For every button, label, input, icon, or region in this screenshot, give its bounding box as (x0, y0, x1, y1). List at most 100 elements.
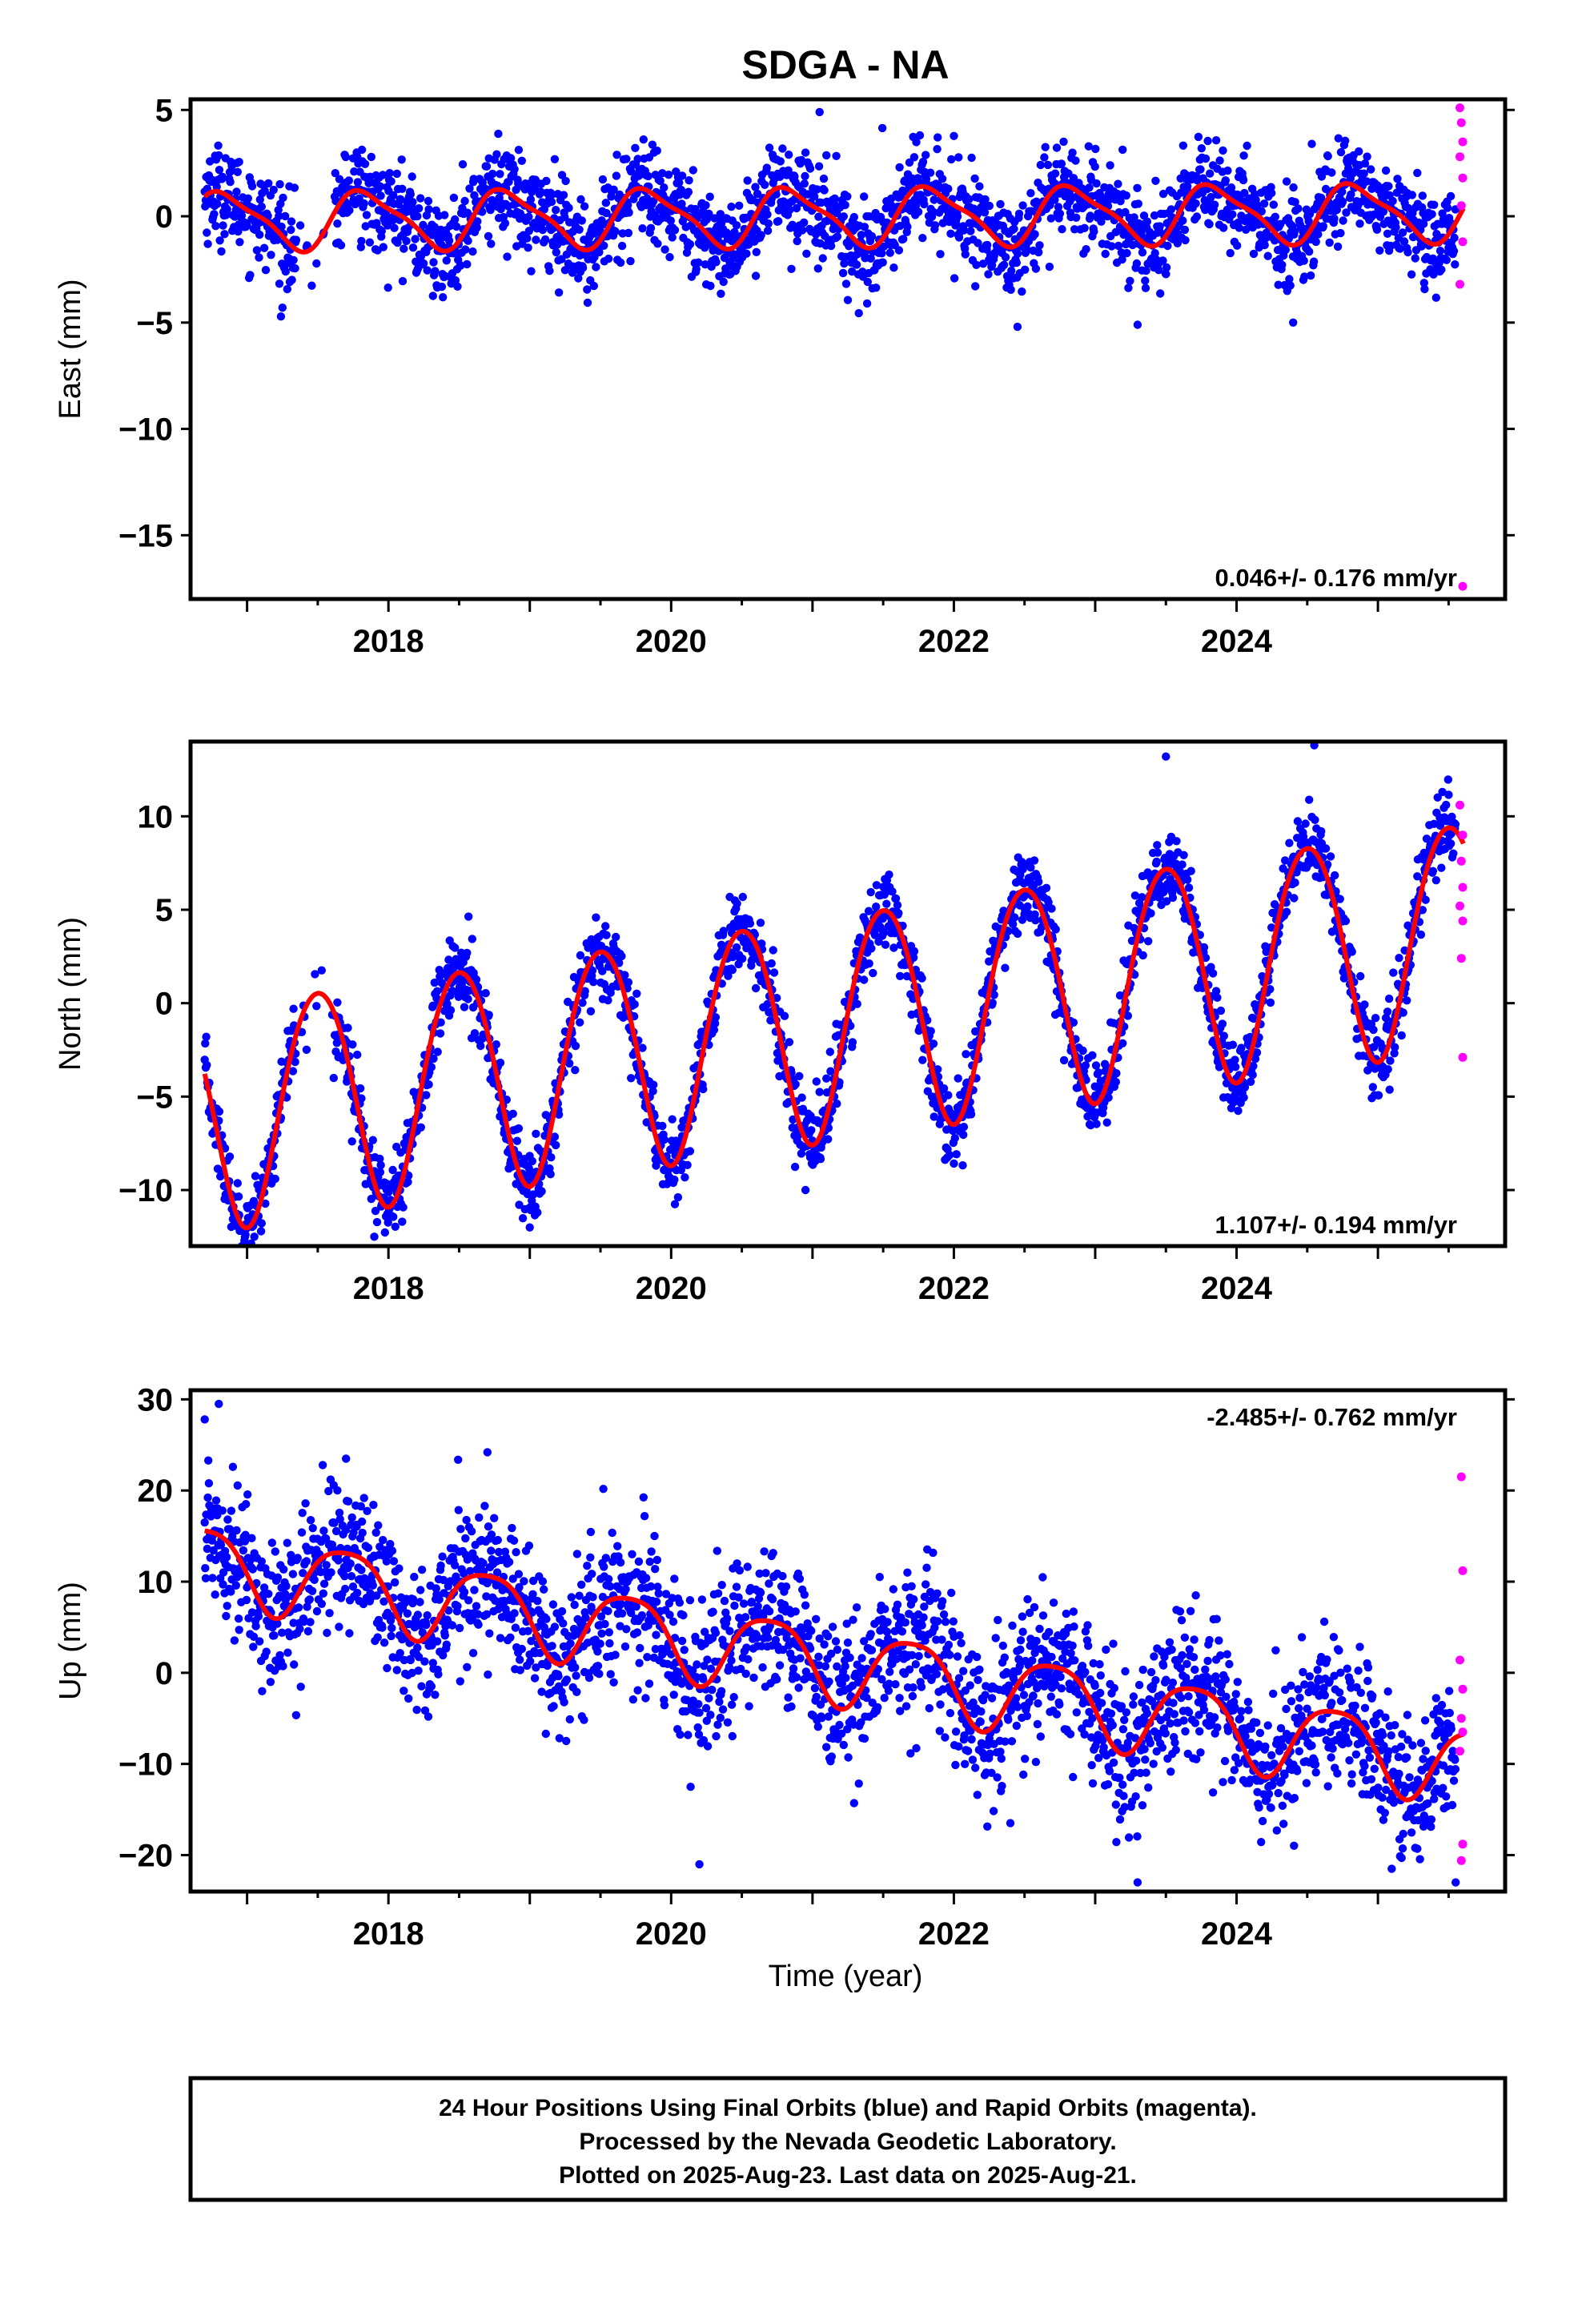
north-point-73 (239, 1249, 247, 1257)
north-rapid-point-3 (1458, 883, 1468, 892)
east-point-2198 (1383, 229, 1392, 238)
east-point-1117 (818, 254, 827, 263)
east-point-188 (333, 219, 342, 228)
east-point-1387 (959, 226, 969, 235)
north-point-1445 (988, 999, 997, 1007)
east-point-375 (431, 267, 440, 275)
east-point-1040 (778, 144, 787, 153)
east-point-1721 (1134, 199, 1143, 208)
north-rapid-point-5 (1458, 916, 1468, 926)
north-rapid-point-4 (1456, 901, 1464, 911)
east-point-1870 (1211, 136, 1221, 145)
north-point-382 (432, 987, 442, 995)
east-point-144 (275, 179, 284, 189)
east-point-1362 (946, 229, 955, 238)
east-point-1436 (985, 201, 994, 211)
north-point-1152 (835, 1078, 844, 1087)
east-point-1548 (1043, 160, 1053, 170)
north-point-1778 (1162, 897, 1171, 906)
east-point-6 (203, 239, 212, 248)
east-point-1888 (1221, 176, 1231, 185)
east-point-139 (273, 235, 282, 244)
east-point-24 (213, 199, 222, 208)
north-point-930 (719, 927, 728, 935)
east-point-661 (580, 202, 589, 211)
east-point-822 (664, 171, 673, 179)
north-point-2231 (1399, 1008, 1407, 1017)
east-point-913 (712, 258, 721, 267)
east-point-749 (626, 256, 635, 266)
north-point-439 (463, 948, 472, 958)
north-point-298 (389, 1212, 398, 1221)
east-point-176 (295, 221, 305, 230)
north-point-2044 (1301, 819, 1310, 828)
north-point-615 (554, 1110, 564, 1120)
east-point-1296 (912, 138, 921, 147)
north-point-1552 (1044, 898, 1053, 907)
north-point-1667 (1104, 1093, 1113, 1102)
east-point-2113 (1339, 216, 1347, 225)
east-point-1162 (841, 279, 851, 288)
north-point-1682 (1112, 1069, 1121, 1078)
east-point-1067 (792, 203, 801, 213)
east-point-1698 (1122, 191, 1131, 200)
east-point-2268 (1419, 279, 1429, 287)
east-point-109 (257, 202, 266, 211)
north-point-475 (481, 989, 490, 998)
north-point-1027 (769, 968, 779, 977)
east-point-244 (362, 211, 371, 219)
east-point-1311 (920, 199, 929, 209)
east-point-2291 (1431, 293, 1441, 302)
north-point-416 (451, 943, 460, 952)
east-point-1478 (1007, 267, 1016, 275)
east-point-2166 (1367, 165, 1375, 174)
east-outlier-0 (815, 107, 824, 117)
up-point-90 (247, 1534, 256, 1542)
east-point-2299 (1435, 247, 1445, 255)
east-rapid-point-5 (1456, 201, 1466, 211)
north-point-1098 (807, 1126, 816, 1135)
east-point-1140 (830, 194, 839, 203)
up-point-186 (297, 1528, 307, 1537)
east-point-612 (554, 288, 564, 297)
north-point-183 (317, 966, 326, 975)
east-point-1897 (1226, 248, 1235, 258)
east-point-1081 (800, 218, 809, 227)
up-point-57 (230, 1636, 239, 1645)
east-point-551 (523, 234, 532, 243)
east-point-581 (538, 225, 548, 235)
east-point-2143 (1355, 147, 1363, 156)
east-point-302 (392, 169, 401, 179)
east-point-1110 (814, 162, 824, 171)
north-point-1867 (1208, 969, 1218, 978)
up-data-layer (200, 1399, 1468, 1887)
east-point-1525 (1031, 264, 1041, 273)
north-point-915 (711, 1013, 721, 1022)
north-point-237 (357, 1094, 366, 1103)
north-point-1759 (1152, 857, 1161, 866)
east-point-2208 (1388, 196, 1397, 206)
north-point-181 (311, 970, 319, 979)
north-point-1130 (824, 1135, 833, 1144)
north-point-2274 (1421, 895, 1430, 904)
east-point-416 (452, 222, 461, 231)
north-point-646 (571, 1066, 580, 1075)
east-xtick-label-0: 2018 (353, 624, 424, 659)
north-point-832 (668, 1115, 677, 1124)
east-point-957 (735, 201, 744, 210)
north-point-4 (203, 1060, 211, 1070)
east-point-1202 (862, 299, 872, 308)
north-point-1209 (865, 959, 873, 968)
east-point-948 (730, 227, 739, 236)
east-point-436 (463, 259, 472, 269)
east-point-1084 (801, 148, 810, 157)
east-point-559 (527, 267, 536, 275)
north-point-65 (234, 1192, 243, 1201)
east-point-179 (307, 281, 316, 290)
east-point-337 (411, 235, 420, 243)
east-point-2096 (1330, 214, 1339, 223)
east-point-1575 (1058, 225, 1066, 234)
east-point-143 (275, 279, 284, 288)
north-point-449 (468, 935, 476, 943)
east-point-848 (677, 171, 687, 180)
